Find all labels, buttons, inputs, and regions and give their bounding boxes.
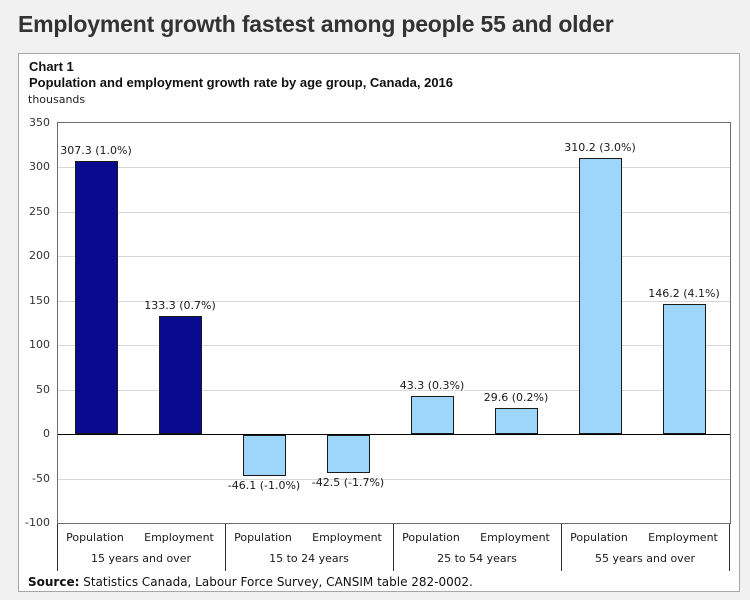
gridline [58, 479, 730, 480]
bar-15-years-and-over-employment [158, 315, 202, 435]
bar-55-years-and-over-population [578, 158, 622, 435]
bar-25-to-54-years-employment [494, 407, 538, 435]
gridline [58, 256, 730, 257]
gridline [58, 301, 730, 302]
y-axis-tick-label: 250 [29, 204, 50, 218]
category-tick-label: Employment [144, 531, 214, 544]
gridline [58, 390, 730, 391]
chart-title: Population and employment growth rate by… [29, 75, 454, 90]
bar-15-to-24-years-employment [326, 435, 370, 473]
bar-value-label: -46.1 (-1.0%) [227, 479, 301, 493]
category-tick-label: Population [66, 531, 124, 544]
chart-number-label: Chart 1 [29, 59, 74, 74]
y-axis-tick-label: 350 [29, 116, 50, 129]
y-axis-unit-label: thousands [28, 93, 86, 106]
gridline [58, 212, 730, 213]
gridline [58, 345, 730, 346]
source-label: Source: [28, 575, 80, 589]
bar-25-to-54-years-population [410, 395, 454, 435]
category-divider [729, 524, 730, 571]
category-group-label: 25 to 54 years [437, 552, 517, 565]
bar-value-label: 43.3 (0.3%) [399, 378, 465, 392]
y-axis-tick-label: -50 [32, 471, 50, 485]
category-tick-label: Population [402, 531, 460, 544]
chart-panel: Chart 1 Population and employment growth… [18, 53, 740, 592]
category-tick-label: Population [234, 531, 292, 544]
category-divider [561, 524, 562, 571]
category-tick-label: Employment [312, 531, 382, 544]
category-divider [225, 524, 226, 571]
y-axis-tick-label: 0 [43, 427, 50, 441]
bar-value-label: 29.6 (0.2%) [483, 390, 549, 404]
bar-15-to-24-years-population [242, 435, 286, 477]
gridline [58, 167, 730, 168]
y-axis-tick-label: 300 [29, 160, 50, 174]
bar-value-label: -42.5 (-1.7%) [311, 475, 385, 489]
category-tick-label: Employment [648, 531, 718, 544]
bar-value-label: 307.3 (1.0%) [60, 143, 132, 157]
category-divider [393, 524, 394, 571]
category-group-label: 55 years and over [595, 552, 695, 565]
plot-area: -100 -50 0 50 100 150 200 250 300 350 307.3 (1.0%)… [25, 116, 731, 529]
category-axis: Population Employment 15 years and over Pop… [57, 524, 731, 571]
category-group-label: 15 years and over [91, 552, 191, 565]
bar-value-label: 310.2 (3.0%) [564, 141, 636, 155]
bar-value-label: 133.3 (0.7%) [144, 298, 216, 312]
page-title: Employment growth fastest among people 5… [18, 11, 614, 37]
bar-55-years-and-over-employment [662, 304, 706, 435]
bar-15-years-and-over-population [74, 160, 118, 435]
category-divider [57, 524, 58, 571]
category-tick-label: Population [570, 531, 628, 544]
category-tick-label: Employment [480, 531, 550, 544]
y-axis-tick-label: 200 [29, 249, 50, 263]
y-axis-tick-label: 150 [29, 293, 50, 307]
source-note: Source: Statistics Canada, Labour Force … [28, 575, 473, 589]
y-axis-tick-label: 100 [29, 338, 50, 352]
y-axis-tick-label: 50 [36, 382, 50, 396]
category-group-label: 15 to 24 years [269, 552, 349, 565]
y-axis-tick-label: -100 [25, 516, 50, 529]
zero-axis-line [58, 434, 730, 435]
bar-value-label: 146.2 (4.1%) [648, 287, 720, 301]
source-text: Statistics Canada, Labour Force Survey, … [79, 575, 473, 589]
